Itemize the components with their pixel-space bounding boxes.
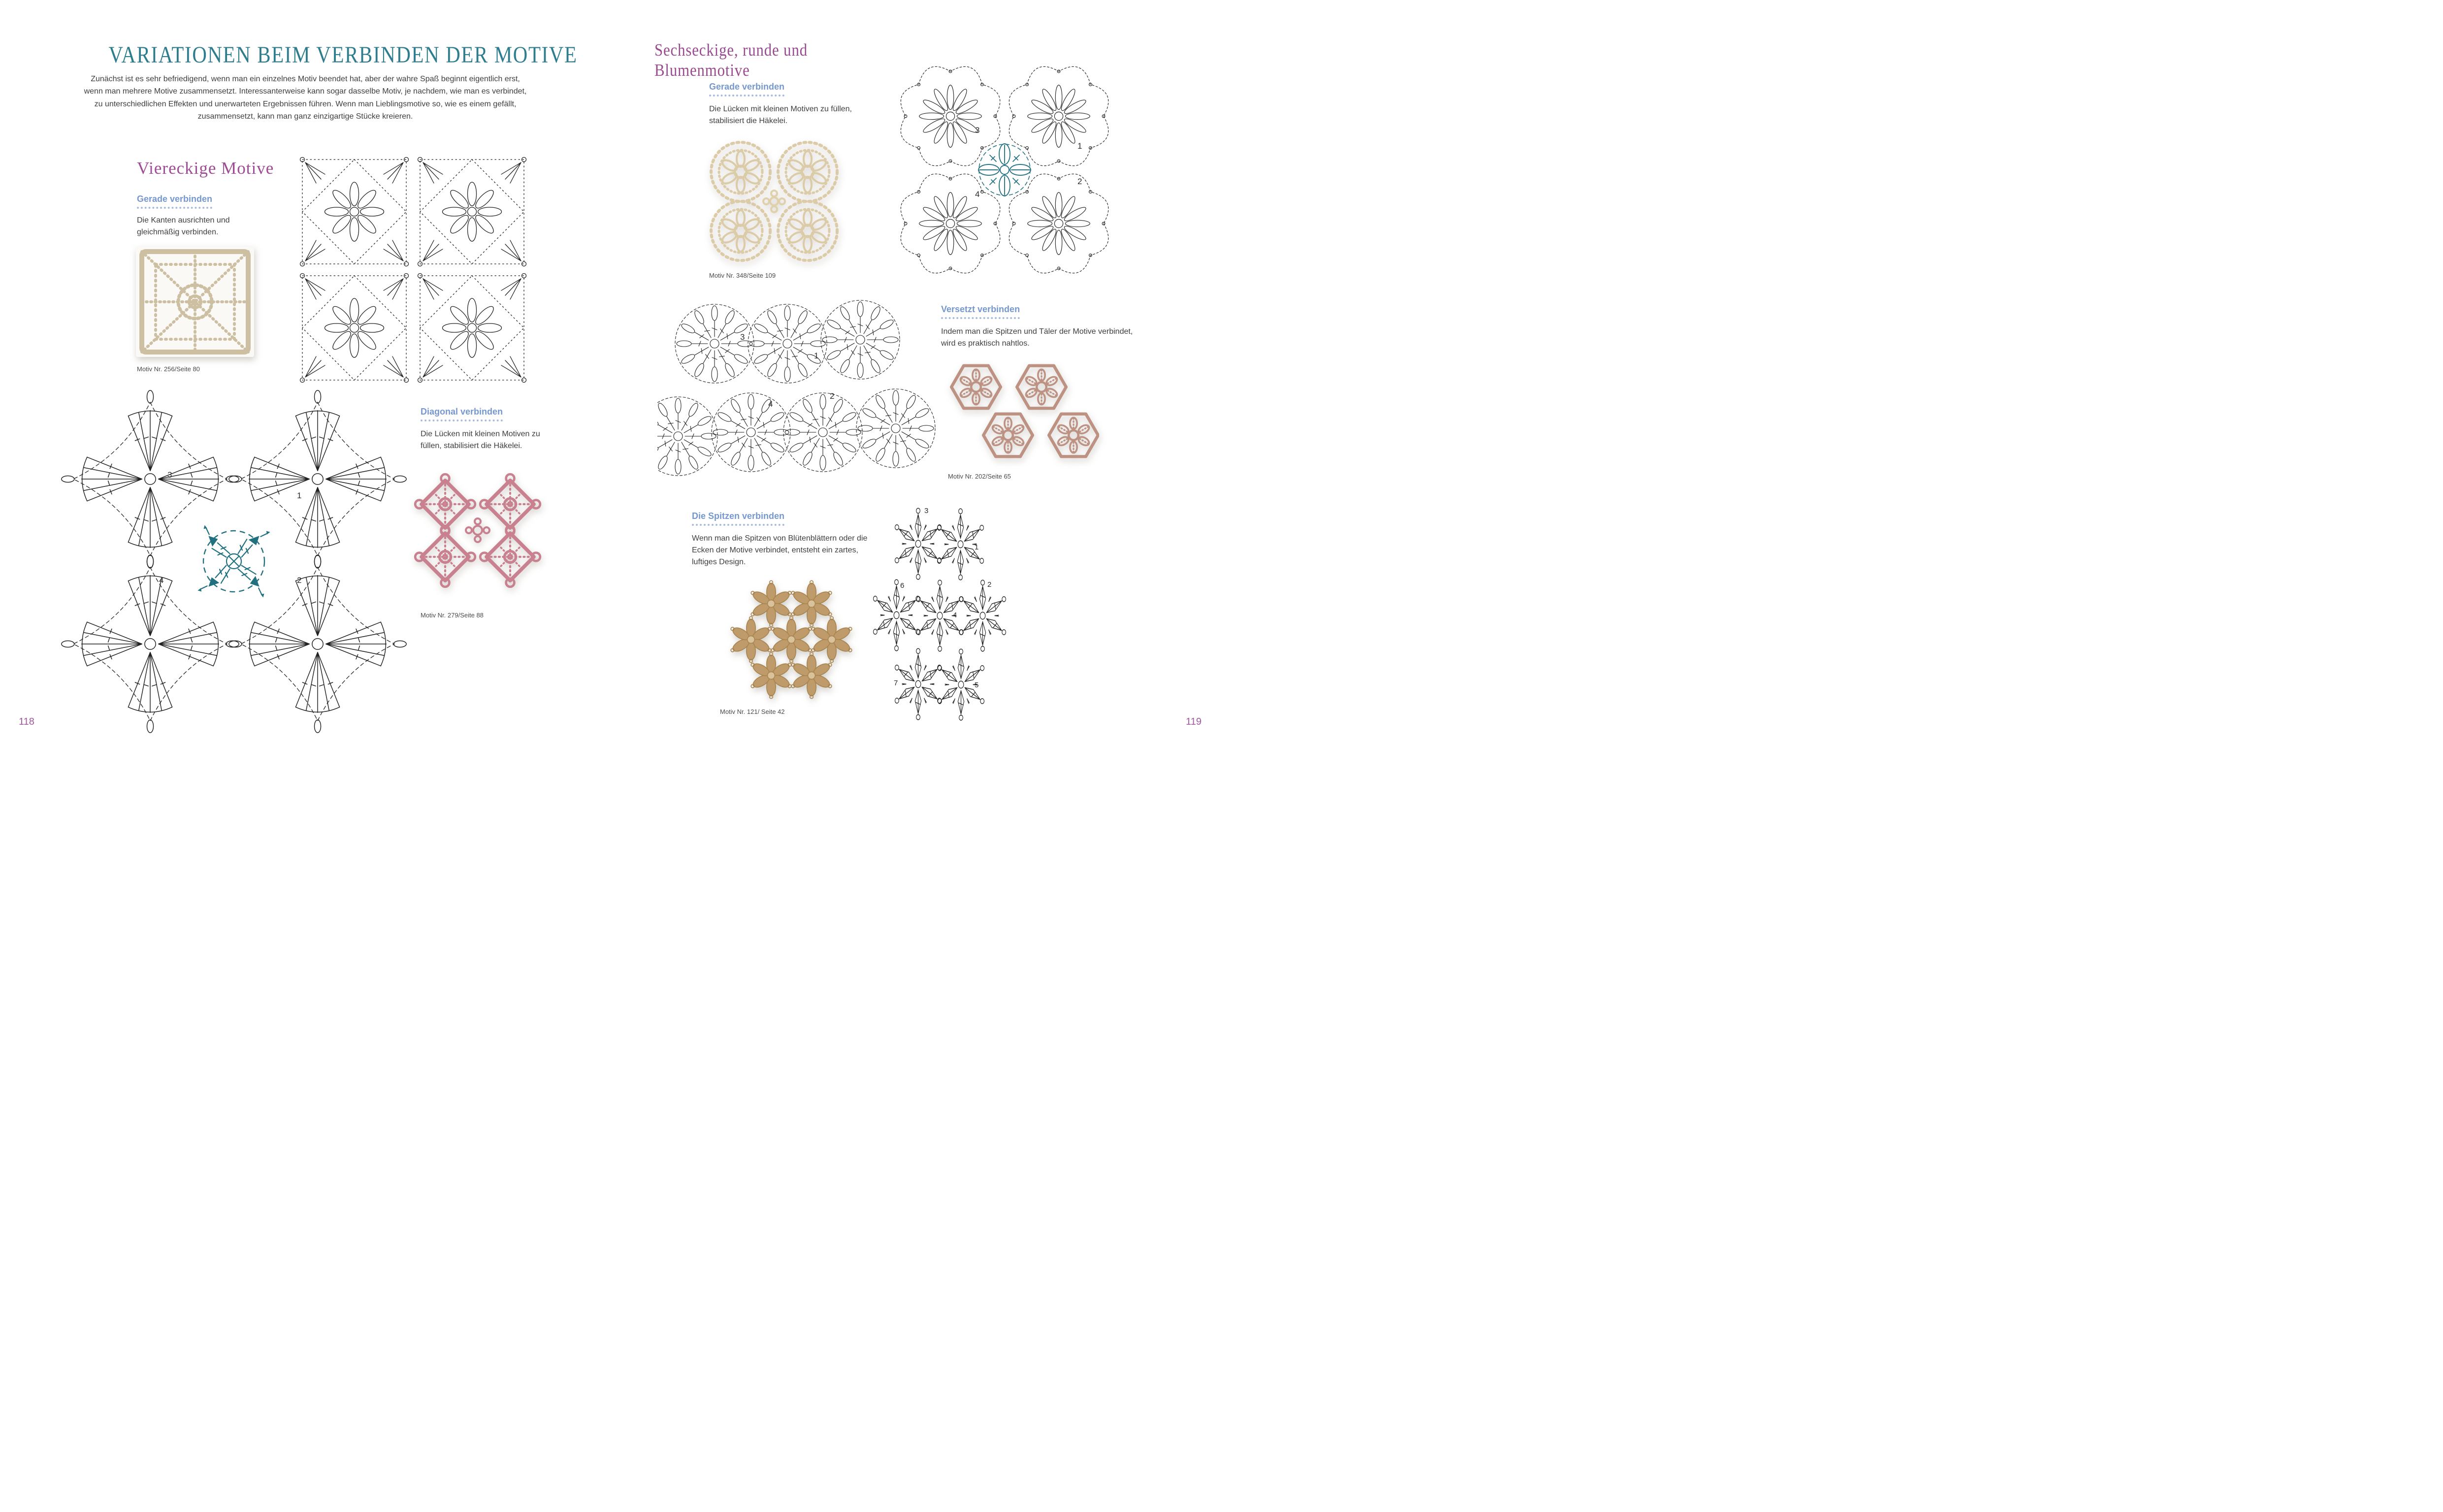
motif-number: 1 xyxy=(297,491,302,500)
book-spread: VARIATIONEN BEIM VERBINDEN DER MOTIVE Zu… xyxy=(0,0,1221,756)
motif-number: 2 xyxy=(1077,177,1082,186)
motif-number: 3 xyxy=(975,126,980,135)
intro-paragraph: Zunächst ist es sehr befriedigend, wenn … xyxy=(84,75,527,121)
motif-number: 6 xyxy=(900,581,905,590)
method-text-versetzt: Indem man die Spitzen und Täler der Moti… xyxy=(941,327,1133,348)
caption-motiv-279: Motiv Nr. 279/Seite 88 xyxy=(421,611,484,619)
chart-star-honeycomb: 3 1 6 2 4 7 5 xyxy=(872,497,1083,733)
page-number-left: 118 xyxy=(19,716,34,727)
photo-motiv-202 xyxy=(934,358,1099,468)
motif-number: 4 xyxy=(975,190,980,199)
page-title-line2: Blumenmotive xyxy=(654,60,750,80)
subheading-versetzt-verbinden: Versetzt verbinden xyxy=(941,304,1020,319)
motif-number: 4 xyxy=(159,576,164,585)
subheading-gerade-verbinden-right: Gerade verbinden xyxy=(709,82,785,97)
motif-number: 4 xyxy=(953,611,957,619)
method-text-diagonal: Die Lücken mit kleinen Motiven zu füllen… xyxy=(421,430,540,450)
subheading-gerade-verbinden-left: Gerade verbinden xyxy=(137,194,213,209)
teal-connector-motif xyxy=(196,524,272,599)
method-text-gerade-left: Die Kanten ausrichten und gleichmäßig ve… xyxy=(137,216,230,236)
motif-number: 3 xyxy=(924,507,929,515)
photo-motiv-348 xyxy=(700,136,850,267)
subheading-diagonal-verbinden: Diagonal verbinden xyxy=(421,407,503,421)
page-number-right: 119 xyxy=(1186,716,1202,727)
motif-number: 3 xyxy=(167,470,172,480)
motif-number: 4 xyxy=(768,399,773,409)
photo-motiv-256 xyxy=(136,247,254,357)
motif-number: 7 xyxy=(894,679,898,687)
page-title: VARIATIONEN BEIM VERBINDEN DER MOTIVE xyxy=(108,42,578,68)
motif-number: 2 xyxy=(987,580,992,589)
page-title-right: Sechseckige, runde und Blumenmotive xyxy=(654,40,808,80)
caption-motiv-121: Motiv Nr. 121/ Seite 42 xyxy=(720,708,785,715)
motif-number: 5 xyxy=(975,681,979,689)
page-title-line1: Sechseckige, runde und xyxy=(654,40,808,60)
motif-number: 2 xyxy=(297,576,302,585)
method-text-spitzen: Wenn man die Spitzen von Blütenblättern … xyxy=(692,534,868,566)
chart-round-offset: 3 1 4 2 xyxy=(657,290,943,501)
motif-number: 2 xyxy=(830,391,835,401)
photo-motiv-279 xyxy=(410,473,546,588)
chart-diagonal-join: 3 1 4 2 xyxy=(62,393,416,738)
motif-number: 3 xyxy=(740,332,745,342)
chart-square-grid xyxy=(299,157,527,383)
motif-number: 1 xyxy=(814,351,819,360)
caption-motiv-348: Motiv Nr. 348/Seite 109 xyxy=(709,272,776,279)
caption-motiv-202: Motiv Nr. 202/Seite 65 xyxy=(948,473,1011,480)
motif-number: 1 xyxy=(975,543,979,551)
chart-flower-grid: 3 1 4 2 xyxy=(881,43,1109,274)
caption-motiv-256: Motiv Nr. 256/Seite 80 xyxy=(137,365,200,373)
subheading-spitzen-verbinden: Die Spitzen verbinden xyxy=(692,511,785,526)
photo-motiv-121 xyxy=(730,580,852,699)
section-heading-viereckige-motive: Viereckige Motive xyxy=(137,159,274,178)
motif-number: 1 xyxy=(1077,141,1082,151)
method-text-gerade-right: Die Lücken mit kleinen Motiven zu füllen… xyxy=(709,105,852,125)
teal-flower-motif xyxy=(978,144,1031,196)
